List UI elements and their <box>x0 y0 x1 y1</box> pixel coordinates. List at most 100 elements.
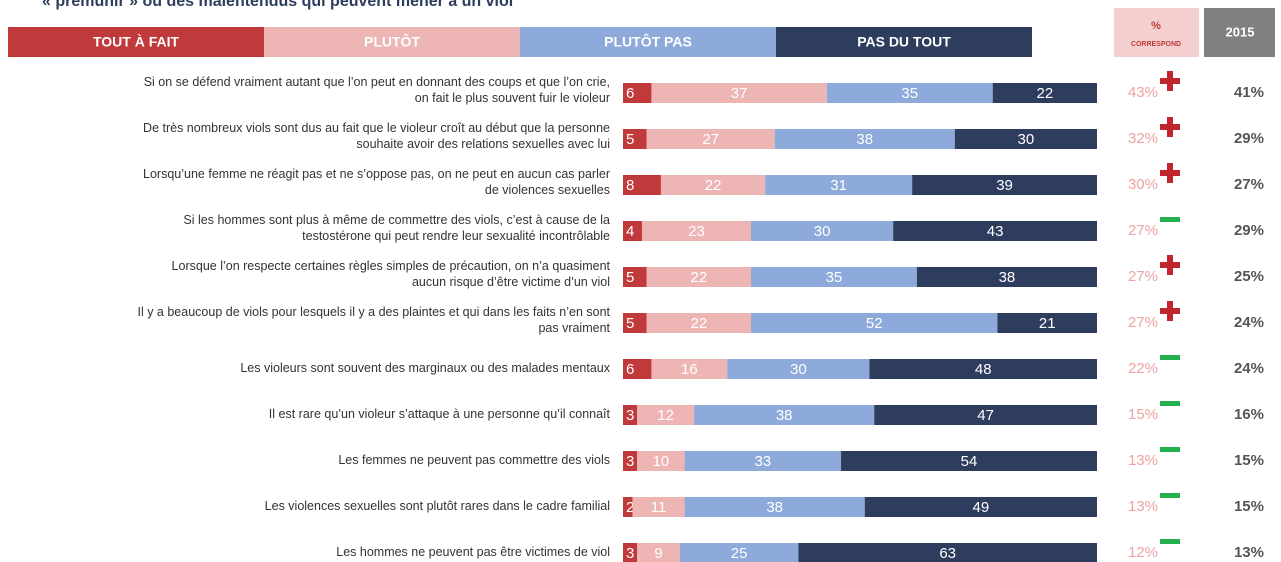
bar-value-label: 12 <box>657 407 674 424</box>
legend-label: Tout à fait <box>93 34 180 50</box>
bar-value-label: 10 <box>653 453 670 470</box>
bar-value-label: 2 <box>626 499 634 516</box>
bar-segment <box>750 221 894 241</box>
bar-segment <box>651 83 827 103</box>
correspond-value: 13% <box>1128 452 1158 469</box>
bar-segment <box>646 129 775 149</box>
bar-segment <box>798 543 1097 562</box>
bar-segment <box>727 359 870 379</box>
bar-value-label: 22 <box>690 315 707 332</box>
bar-value-label: 6 <box>626 361 634 378</box>
bar-segment <box>750 267 917 287</box>
bar-segment <box>684 451 842 471</box>
bar-segment <box>660 175 766 195</box>
bar-value-label: 5 <box>626 131 634 148</box>
bar-value-label: 27 <box>702 131 719 148</box>
bar-segment <box>774 129 955 149</box>
previous-value: 24% <box>1234 360 1264 377</box>
legend-swatch <box>8 27 264 57</box>
bar-value-label: 54 <box>961 453 978 470</box>
correspond-value: 43% <box>1128 84 1158 101</box>
bar-value-label: 30 <box>790 361 807 378</box>
correspond-value: 27% <box>1128 268 1158 285</box>
bar-value-label: 30 <box>814 223 831 240</box>
bar-segment <box>679 543 799 562</box>
category-label: De très nombreux viols sont dus au fait … <box>143 121 610 151</box>
bar-segment <box>623 451 638 471</box>
correspond-header: % <box>1151 20 1161 32</box>
trend-down-icon <box>1160 447 1180 452</box>
bar-value-label: 38 <box>776 407 793 424</box>
previous-value: 15% <box>1234 452 1264 469</box>
bar-segment <box>632 497 685 517</box>
bar-segment <box>637 451 685 471</box>
trend-up-icon <box>1167 163 1173 183</box>
bar-segment <box>623 405 638 425</box>
previous-header-box <box>1204 8 1275 57</box>
bar-value-label: 16 <box>681 361 698 378</box>
bar-value-label: 4 <box>626 223 634 240</box>
correspond-value: 32% <box>1128 130 1158 147</box>
trend-up-icon <box>1167 71 1173 91</box>
bar-value-label: 8 <box>626 177 634 194</box>
category-label: Il est rare qu’un violeur s’attaque à un… <box>269 407 611 421</box>
category-label: Il y a beaucoup de viols pour lesquels i… <box>137 305 610 335</box>
bar-segment <box>997 313 1097 333</box>
previous-value: 29% <box>1234 222 1264 239</box>
bar-value-label: 47 <box>977 407 994 424</box>
bar-segment <box>637 543 680 562</box>
correspond-value: 15% <box>1128 406 1158 423</box>
category-label: Les violences sexuelles sont plutôt rare… <box>265 499 610 513</box>
bar-value-label: 39 <box>996 177 1013 194</box>
category-label: Les hommes ne peuvent pas être victimes … <box>336 545 610 559</box>
bar-value-label: 3 <box>626 453 634 470</box>
previous-value: 24% <box>1234 314 1264 331</box>
category-label: Les femmes ne peuvent pas commettre des … <box>338 453 610 467</box>
bar-segment <box>646 267 751 287</box>
previous-value: 25% <box>1234 268 1264 285</box>
bar-value-label: 33 <box>754 453 771 470</box>
previous-value: 16% <box>1234 406 1264 423</box>
bar-value-label: 25 <box>731 545 748 562</box>
bar-value-label: 5 <box>626 269 634 286</box>
chart-title: « premunir » ou des malentendus qui peuv… <box>42 0 513 10</box>
bar-segment <box>641 221 751 241</box>
trend-down-icon <box>1160 493 1180 498</box>
bar-segment <box>864 497 1097 517</box>
bar-segment <box>765 175 913 195</box>
bar-value-label: 3 <box>626 545 634 562</box>
bar-value-label: 52 <box>866 315 883 332</box>
previous-value: 15% <box>1234 498 1264 515</box>
bar-segment <box>623 359 652 379</box>
previous-header: 2015 <box>1226 24 1255 39</box>
correspond-value: 27% <box>1128 222 1158 239</box>
bar-segment <box>841 451 1097 471</box>
bar-value-label: 22 <box>705 177 722 194</box>
bar-segment <box>684 497 865 517</box>
bar-value-label: 21 <box>1039 315 1056 332</box>
bar-value-label: 5 <box>626 315 634 332</box>
correspond-value: 27% <box>1128 314 1158 331</box>
bar-segment <box>694 405 875 425</box>
previous-value: 27% <box>1234 176 1264 193</box>
category-label: Si on se défend vraiment autant que l’on… <box>144 75 610 105</box>
bar-value-label: 35 <box>901 85 918 102</box>
trend-down-icon <box>1160 539 1180 544</box>
trend-down-icon <box>1160 355 1180 360</box>
bar-segment <box>954 129 1097 149</box>
bar-value-label: 11 <box>651 499 667 516</box>
bar-segment <box>623 267 647 287</box>
bar-value-label: 9 <box>654 545 662 562</box>
trend-down-icon <box>1160 401 1180 406</box>
bar-value-label: 30 <box>1018 131 1035 148</box>
bar-value-label: 3 <box>626 407 634 424</box>
bar-segment <box>893 221 1097 241</box>
trend-up-icon <box>1167 301 1173 321</box>
bar-value-label: 37 <box>731 85 748 102</box>
bar-value-label: 38 <box>999 269 1016 286</box>
bar-value-label: 43 <box>987 223 1004 240</box>
bar-segment <box>750 313 998 333</box>
previous-value: 29% <box>1234 130 1264 147</box>
category-label: Lorsqu’une femme ne réagit pas et ne s’o… <box>143 167 610 197</box>
